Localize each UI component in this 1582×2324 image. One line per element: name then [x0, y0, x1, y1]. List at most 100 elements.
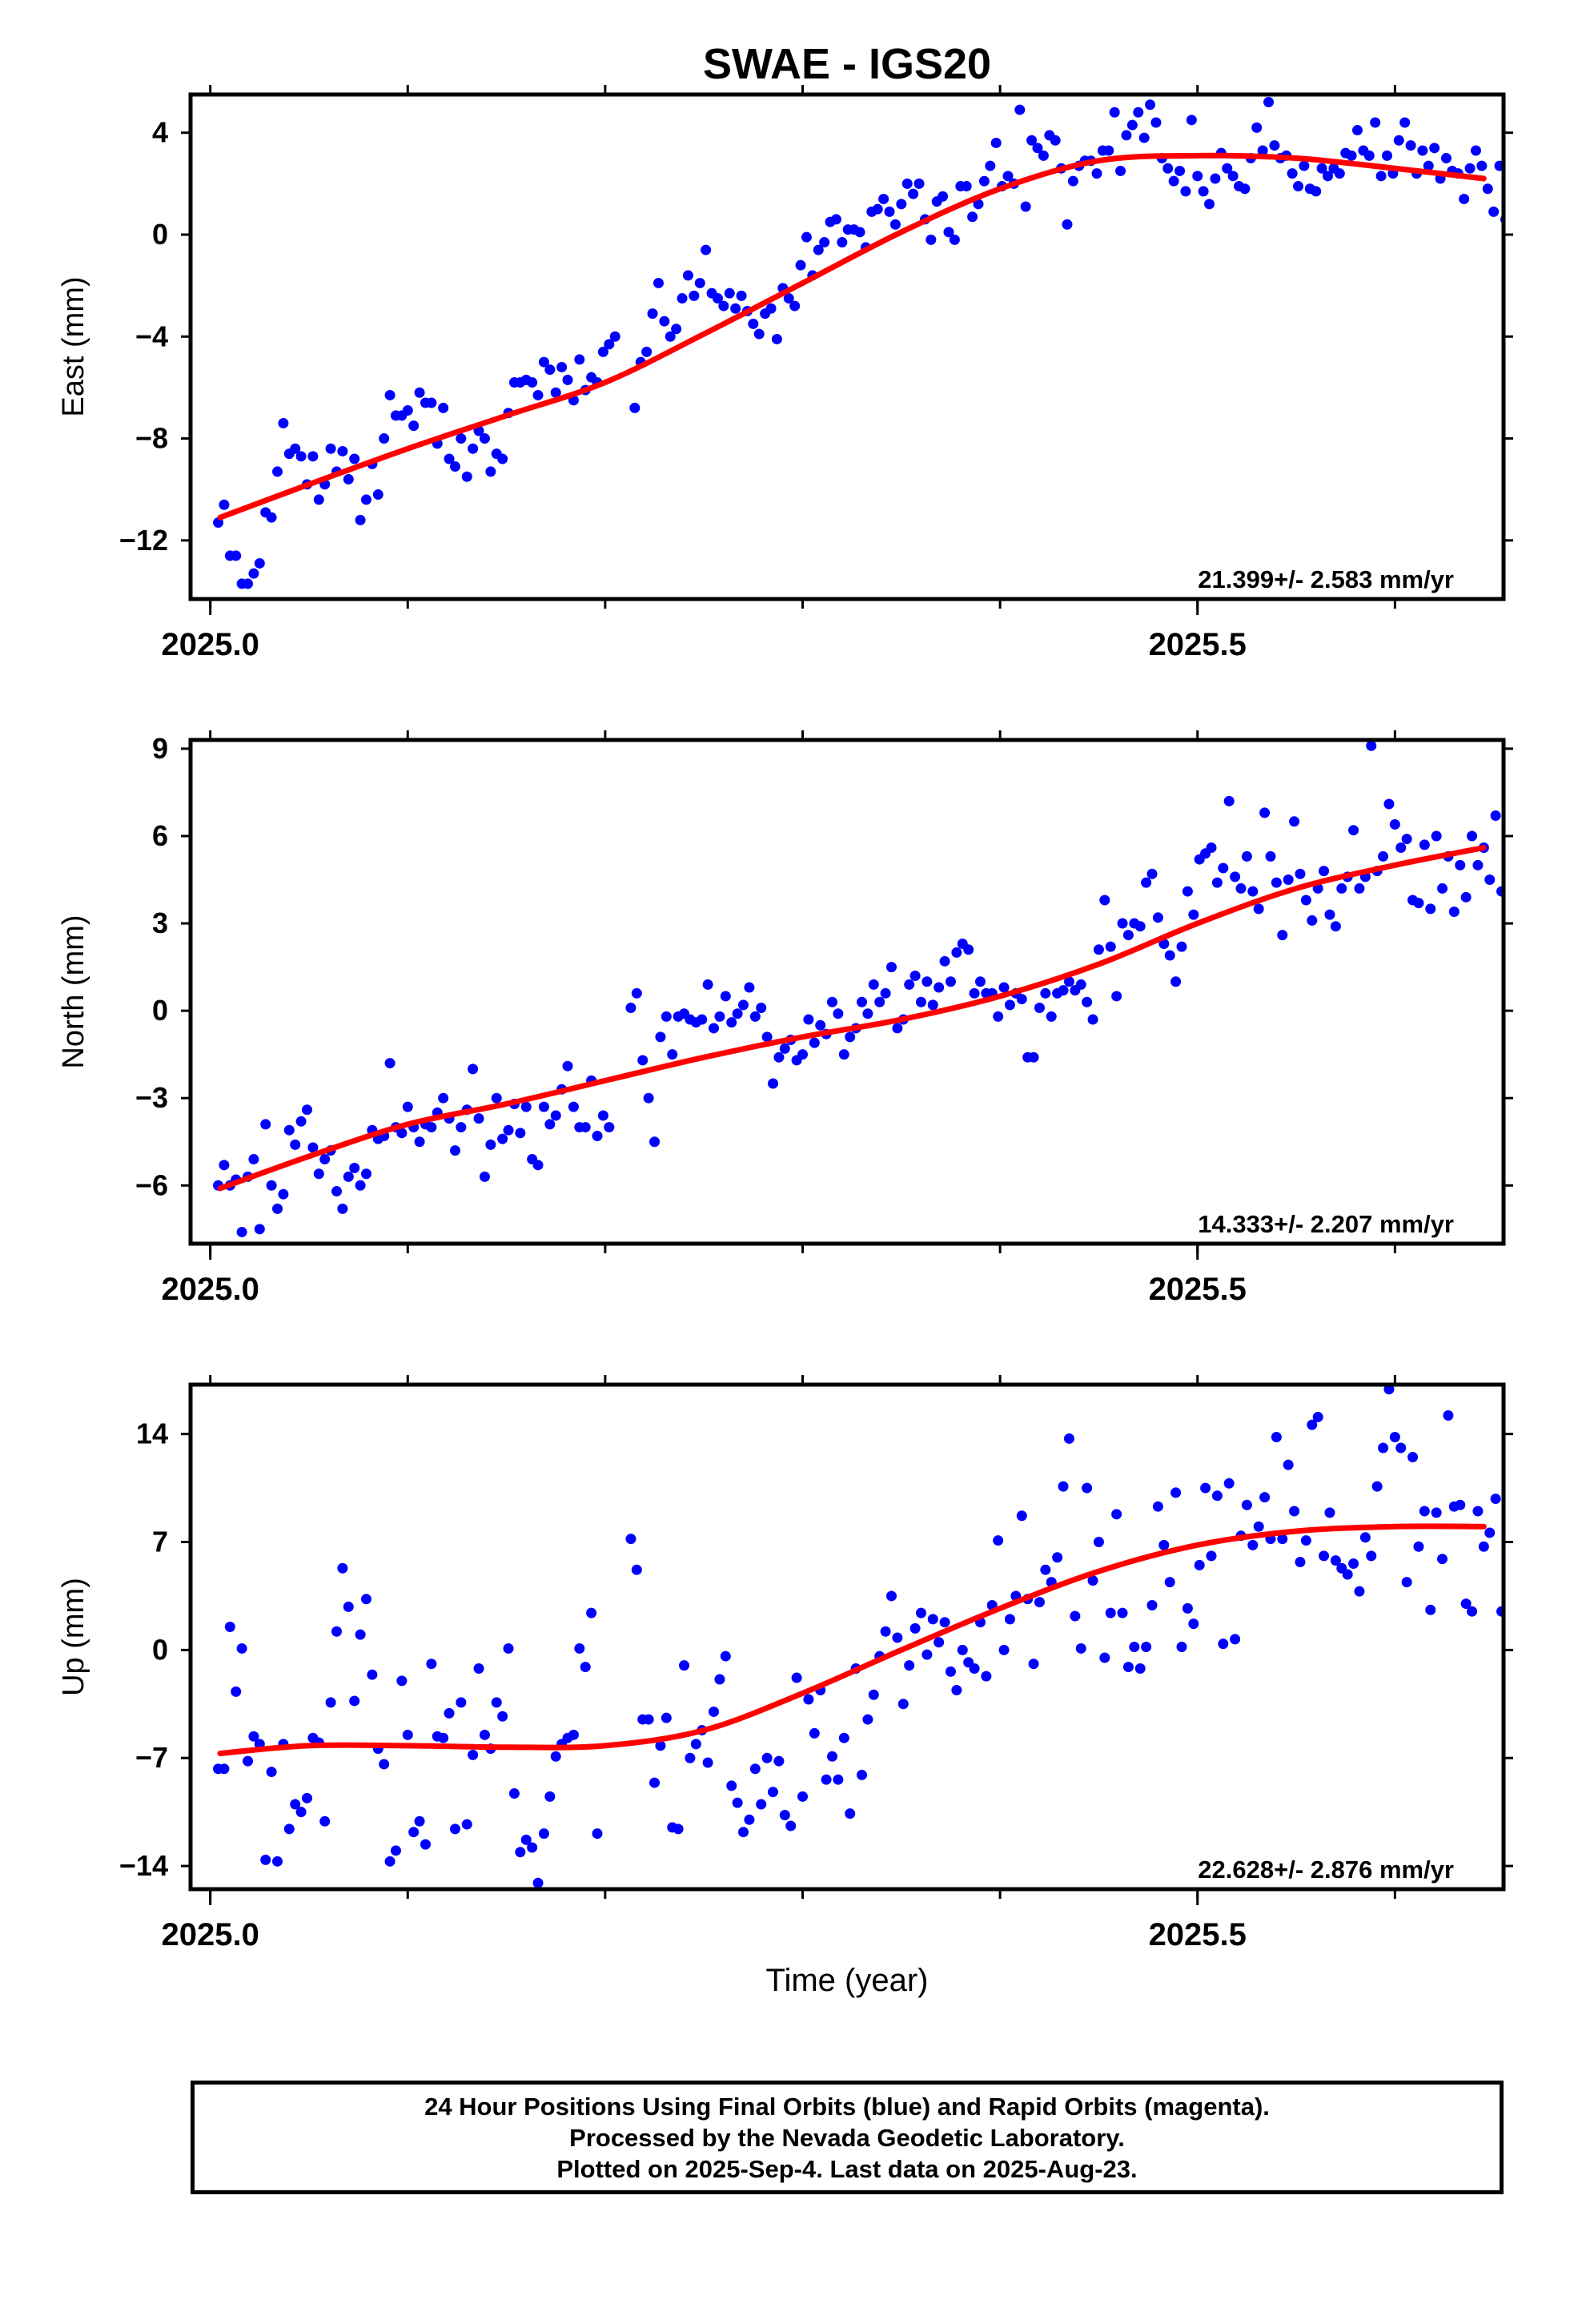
data-point [1460, 1598, 1472, 1610]
data-point [1405, 140, 1416, 151]
data-point [479, 1729, 490, 1740]
data-point [1271, 1432, 1282, 1443]
data-point [921, 1649, 933, 1660]
data-point [993, 1535, 1004, 1546]
data-point [1121, 130, 1132, 141]
data-point [1141, 1642, 1152, 1653]
data-point [1186, 115, 1197, 126]
data-point [714, 1674, 725, 1685]
data-point [1230, 1634, 1241, 1645]
data-point [515, 1847, 526, 1858]
x-tick-label: 2025.0 [161, 1917, 259, 1952]
data-point [909, 1622, 921, 1634]
data-point [1004, 1614, 1015, 1625]
data-point [761, 1031, 773, 1043]
data-point [862, 1008, 873, 1019]
data-point [1211, 1490, 1223, 1502]
data-point [1467, 830, 1478, 842]
data-point [302, 1792, 313, 1803]
x-tick-label: 2025.5 [1149, 1272, 1247, 1307]
data-point [224, 1621, 235, 1632]
data-point [1109, 107, 1120, 118]
data-point [449, 461, 460, 472]
data-point [349, 1695, 360, 1707]
data-point [1176, 941, 1187, 952]
data-point [1307, 915, 1318, 926]
data-point [809, 1037, 820, 1048]
data-point [1218, 1638, 1229, 1650]
data-point [694, 277, 705, 288]
data-point [1111, 991, 1122, 1002]
data-point [661, 1712, 672, 1723]
data-point [402, 405, 413, 416]
data-point [720, 1651, 731, 1662]
data-point [248, 1154, 259, 1165]
x-tick-label: 2025.0 [161, 1272, 259, 1307]
data-point [1459, 193, 1470, 204]
data-point [1020, 201, 1031, 212]
data-point [915, 996, 926, 1007]
data-point [732, 1008, 743, 1019]
data-point [821, 1774, 832, 1785]
y-tick-label: 14 [136, 1417, 168, 1450]
data-point [1028, 1659, 1039, 1670]
data-point [1247, 1539, 1259, 1550]
data-point [697, 1014, 708, 1025]
data-point [1370, 117, 1381, 128]
data-point [438, 402, 449, 413]
data-point [1413, 1541, 1424, 1552]
data-point [290, 1799, 301, 1810]
data-point [830, 214, 841, 225]
data-point [1046, 1011, 1057, 1022]
data-point [449, 1823, 460, 1835]
data-point [295, 1807, 307, 1818]
data-point [290, 1139, 301, 1150]
data-point [868, 979, 879, 990]
data-point [272, 1856, 283, 1867]
data-point [1378, 1442, 1389, 1454]
data-point [604, 1122, 615, 1133]
data-point [732, 1797, 743, 1808]
data-point [1223, 795, 1235, 806]
data-point [272, 466, 283, 477]
data-point [1401, 1577, 1412, 1588]
data-point [1395, 1442, 1407, 1454]
data-point [655, 1031, 666, 1043]
data-point [479, 1171, 490, 1182]
data-point [384, 1058, 396, 1069]
data-point [1168, 175, 1179, 187]
data-point [604, 339, 615, 350]
data-point [985, 160, 996, 171]
data-point [550, 387, 561, 398]
data-point [647, 308, 658, 320]
data-point [939, 955, 950, 967]
data-point [515, 1128, 526, 1139]
y-tick-label: −14 [119, 1849, 168, 1882]
data-point [1460, 891, 1472, 903]
data-point [1423, 160, 1434, 171]
data-point [331, 1186, 342, 1197]
data-point [643, 1092, 654, 1104]
data-point [414, 387, 425, 398]
data-point [974, 976, 986, 987]
data-point [272, 1203, 283, 1214]
y-axis-label-east: East (mm) [57, 276, 90, 416]
data-point [756, 1002, 767, 1013]
data-point [527, 1842, 538, 1853]
data-point [444, 453, 455, 464]
data-point [827, 996, 838, 1007]
y-tick-label: 0 [152, 1633, 168, 1666]
data-point [1253, 1521, 1264, 1532]
data-point [1253, 903, 1264, 915]
data-point [1122, 1662, 1134, 1673]
y-tick-label: −3 [135, 1081, 168, 1114]
data-point [712, 293, 723, 304]
data-point [1354, 883, 1365, 894]
data-point [702, 1757, 713, 1768]
data-point [1032, 143, 1043, 154]
y-tick-label: 0 [152, 218, 168, 251]
data-point [1093, 944, 1104, 955]
data-point [1259, 807, 1271, 818]
data-point [1063, 1433, 1074, 1444]
data-point [671, 324, 682, 335]
